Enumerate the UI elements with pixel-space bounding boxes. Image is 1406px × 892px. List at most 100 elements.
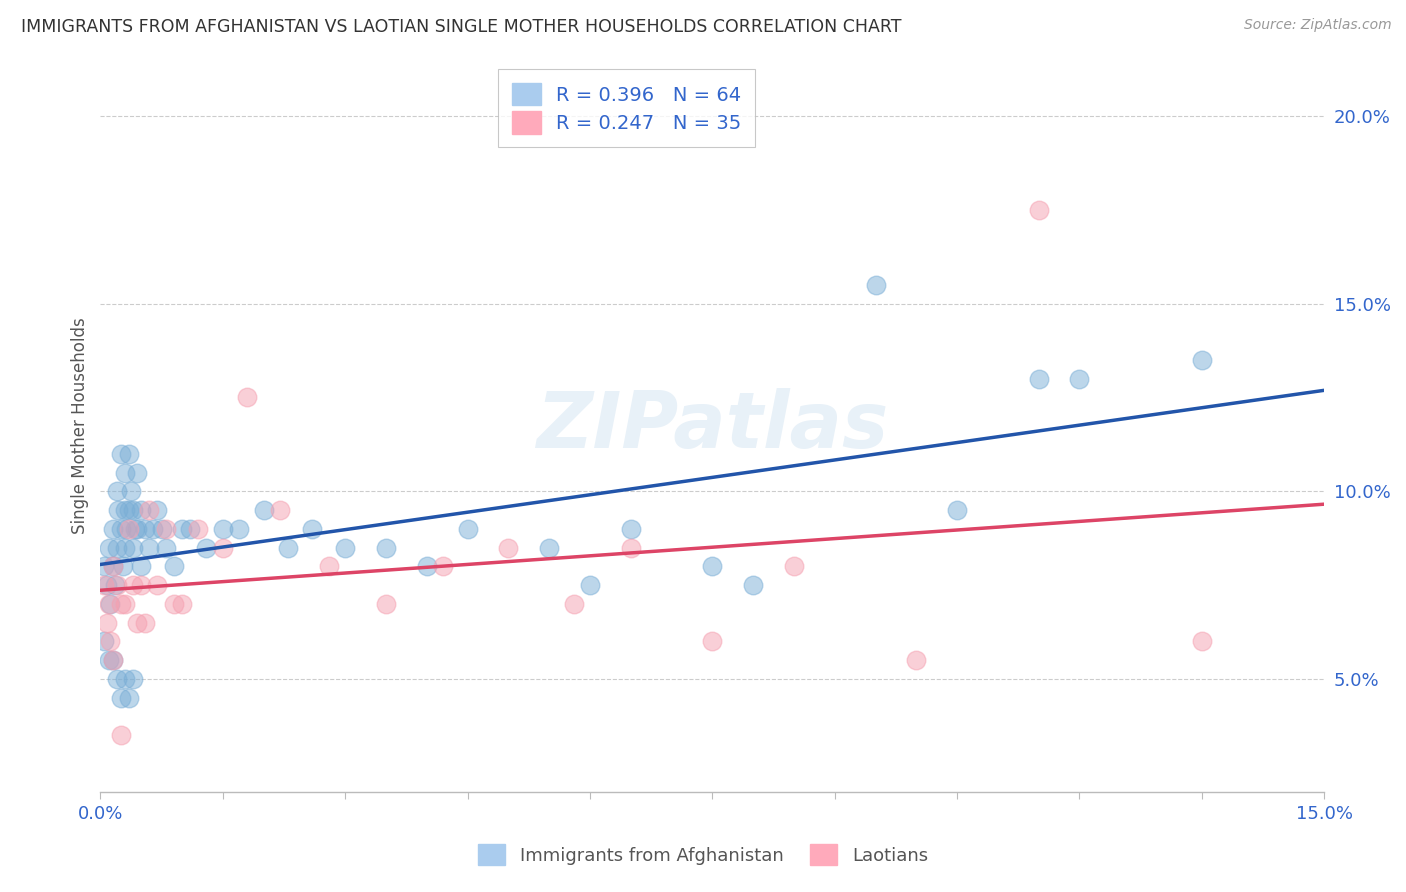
Point <box>125 522 148 536</box>
Point <box>333 541 356 555</box>
Point <box>457 522 479 536</box>
Point <box>134 615 156 630</box>
Point <box>101 653 124 667</box>
Point <box>170 597 193 611</box>
Point <box>129 559 152 574</box>
Legend: R = 0.396   N = 64, R = 0.247   N = 35: R = 0.396 N = 64, R = 0.247 N = 35 <box>498 70 755 147</box>
Point <box>96 578 118 592</box>
Point <box>150 522 173 536</box>
Point <box>179 522 201 536</box>
Point <box>98 597 121 611</box>
Point <box>1028 372 1050 386</box>
Point <box>211 522 233 536</box>
Point <box>742 578 765 592</box>
Point <box>124 522 146 536</box>
Point <box>277 541 299 555</box>
Point <box>146 578 169 592</box>
Point <box>374 541 396 555</box>
Point <box>252 503 274 517</box>
Point <box>163 559 186 574</box>
Point <box>138 503 160 517</box>
Point <box>114 466 136 480</box>
Point <box>114 541 136 555</box>
Point <box>105 484 128 499</box>
Point <box>122 503 145 517</box>
Point <box>318 559 340 574</box>
Point <box>129 503 152 517</box>
Point <box>146 503 169 517</box>
Text: ZIPatlas: ZIPatlas <box>536 388 889 464</box>
Point <box>114 503 136 517</box>
Point <box>620 522 643 536</box>
Legend: Immigrants from Afghanistan, Laotians: Immigrants from Afghanistan, Laotians <box>470 835 936 874</box>
Point <box>118 447 141 461</box>
Point <box>110 597 132 611</box>
Point <box>138 541 160 555</box>
Point <box>1028 202 1050 217</box>
Point <box>1191 352 1213 367</box>
Point <box>155 541 177 555</box>
Point <box>236 391 259 405</box>
Point <box>562 597 585 611</box>
Point <box>129 578 152 592</box>
Point <box>142 522 165 536</box>
Point <box>114 597 136 611</box>
Point <box>195 541 218 555</box>
Text: Source: ZipAtlas.com: Source: ZipAtlas.com <box>1244 18 1392 32</box>
Point <box>101 559 124 574</box>
Point <box>301 522 323 536</box>
Point <box>269 503 291 517</box>
Point <box>187 522 209 536</box>
Point <box>416 559 439 574</box>
Point <box>112 559 135 574</box>
Point <box>118 522 141 536</box>
Point <box>946 503 969 517</box>
Point <box>170 522 193 536</box>
Point <box>120 484 142 499</box>
Point <box>101 522 124 536</box>
Point <box>155 522 177 536</box>
Y-axis label: Single Mother Households: Single Mother Households <box>72 318 89 534</box>
Point <box>702 559 724 574</box>
Point <box>105 578 128 592</box>
Point <box>93 634 115 648</box>
Point <box>498 541 520 555</box>
Point <box>93 559 115 574</box>
Point <box>432 559 454 574</box>
Point <box>110 728 132 742</box>
Point <box>702 634 724 648</box>
Point <box>101 559 124 574</box>
Point <box>783 559 806 574</box>
Point <box>115 522 138 536</box>
Point <box>163 597 186 611</box>
Point <box>110 522 132 536</box>
Point <box>579 578 602 592</box>
Point <box>93 578 115 592</box>
Point <box>865 277 887 292</box>
Point <box>104 578 127 592</box>
Point <box>538 541 561 555</box>
Point <box>105 541 128 555</box>
Point <box>1069 372 1091 386</box>
Point <box>105 672 128 686</box>
Point <box>620 541 643 555</box>
Point <box>97 653 120 667</box>
Point <box>110 690 132 705</box>
Point <box>122 578 145 592</box>
Point <box>110 447 132 461</box>
Point <box>101 653 124 667</box>
Point <box>125 466 148 480</box>
Point <box>134 522 156 536</box>
Point <box>118 503 141 517</box>
Point <box>114 672 136 686</box>
Point <box>107 503 129 517</box>
Point <box>97 597 120 611</box>
Point <box>98 634 121 648</box>
Point <box>97 541 120 555</box>
Text: IMMIGRANTS FROM AFGHANISTAN VS LAOTIAN SINGLE MOTHER HOUSEHOLDS CORRELATION CHAR: IMMIGRANTS FROM AFGHANISTAN VS LAOTIAN S… <box>21 18 901 36</box>
Point <box>905 653 928 667</box>
Point <box>122 541 145 555</box>
Point <box>374 597 396 611</box>
Point <box>228 522 250 536</box>
Point <box>118 690 141 705</box>
